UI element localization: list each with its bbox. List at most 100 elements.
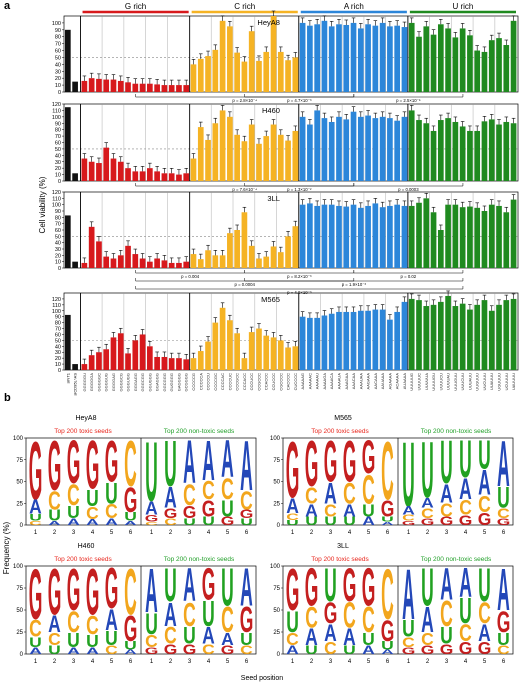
y-tick-label: 80 xyxy=(55,128,61,134)
seed-label: UUUUCU xyxy=(438,373,443,390)
bar xyxy=(387,319,393,370)
logo-letter: G xyxy=(86,557,100,629)
bar xyxy=(343,24,350,92)
logo-letter: U xyxy=(164,559,177,612)
bar xyxy=(205,139,211,181)
bar xyxy=(365,310,371,370)
logo-letter: C xyxy=(67,606,80,639)
logo-letter: G xyxy=(478,509,492,529)
bar xyxy=(510,20,517,92)
pvalue-bracket xyxy=(244,278,464,282)
logo-letter: U xyxy=(67,502,80,522)
bar xyxy=(488,310,495,370)
bar xyxy=(387,26,393,93)
seed-label: AUAAAA xyxy=(402,373,407,390)
position-label: 5 xyxy=(483,659,487,665)
bar xyxy=(212,49,219,92)
logo-letter: U xyxy=(221,496,234,522)
bar xyxy=(205,341,211,370)
seed-label: UAUUUU xyxy=(511,373,516,390)
bar xyxy=(154,171,160,181)
bar xyxy=(357,116,364,181)
logo-letter: G xyxy=(286,557,300,623)
logo-letter: A xyxy=(145,498,158,519)
bar xyxy=(416,120,422,181)
bar xyxy=(219,255,226,268)
y-tick-label: 50 xyxy=(55,55,61,61)
logo-letter: G xyxy=(440,516,454,529)
position-label: 4 xyxy=(91,530,95,536)
seed-label: UUUCUU xyxy=(460,373,465,390)
seed-label: CCCCAC xyxy=(220,373,225,390)
logo-letter: G xyxy=(343,559,357,612)
group-label: G rich xyxy=(125,2,146,11)
position-label: 1 xyxy=(150,530,154,536)
pvalue: p = 2.5×10⁻⁵ xyxy=(396,98,421,103)
logo-letter: A xyxy=(105,516,118,527)
bar xyxy=(154,356,160,370)
bar xyxy=(314,317,320,370)
logo-letter: U xyxy=(343,644,356,658)
seed-label: GAGGGG xyxy=(176,373,181,391)
y-tick-label: 60 xyxy=(55,49,61,55)
logo-letter: G xyxy=(86,427,100,504)
logo-letter: G xyxy=(362,559,376,618)
logo-letter: A xyxy=(440,560,453,610)
bar xyxy=(365,205,371,268)
bar xyxy=(336,205,342,268)
y-tick-label: 75 xyxy=(16,586,23,592)
y-tick-label: 110 xyxy=(52,303,61,309)
control-bar xyxy=(72,81,78,92)
bar xyxy=(343,206,350,268)
logo-letter: U xyxy=(240,629,253,649)
y-tick-label: 80 xyxy=(55,321,61,327)
logo-letter: A xyxy=(362,516,375,529)
logo-letter: A xyxy=(86,645,99,656)
y-tick-label: 100 xyxy=(270,436,281,442)
bar xyxy=(292,130,299,181)
y-tick-label: 50 xyxy=(16,608,23,614)
bar xyxy=(474,304,481,370)
bar xyxy=(147,83,153,92)
bar xyxy=(387,205,393,268)
bar xyxy=(197,58,204,92)
bar xyxy=(416,202,422,268)
logo-letter: U xyxy=(440,427,453,496)
bar xyxy=(379,116,386,181)
y-tick-label: 60 xyxy=(55,228,61,234)
seed-label: UUCUUU xyxy=(482,373,487,390)
position-label: 4 xyxy=(348,530,352,536)
logo-letter: U xyxy=(459,591,472,630)
bar xyxy=(176,174,182,181)
bar xyxy=(445,295,451,370)
position-label: 5 xyxy=(367,659,371,665)
seed-label: UUUUAU xyxy=(446,373,451,390)
logo-letter: C xyxy=(48,486,61,515)
control-bar xyxy=(65,107,71,181)
position-label: 3 xyxy=(188,659,192,665)
bar xyxy=(139,171,146,181)
position-label: 6 xyxy=(386,659,390,665)
logo-letter: U xyxy=(381,639,394,653)
logo-letter: G xyxy=(459,513,473,528)
bar xyxy=(394,25,401,92)
bar xyxy=(197,351,204,370)
position-label: 1 xyxy=(291,530,295,536)
bar xyxy=(197,127,204,181)
logo-letter: A xyxy=(67,516,80,527)
logo-letter: U xyxy=(48,644,61,658)
logo-letter: C xyxy=(164,623,177,649)
bar xyxy=(154,84,160,92)
logo-letter: U xyxy=(145,608,158,641)
bar xyxy=(321,118,328,181)
seed-label: CACCCC xyxy=(286,373,291,390)
bar xyxy=(263,51,270,92)
bar xyxy=(292,346,299,370)
group-headers: G rich C rich A rich U rich xyxy=(82,2,516,14)
pvalue: p = 4.9×10⁻³ xyxy=(287,290,312,295)
logo-letter: U xyxy=(86,485,99,511)
pvalue: p = 7.6×10⁻⁴ xyxy=(232,187,257,192)
position-label: 4 xyxy=(91,659,95,665)
logo-letter: A xyxy=(305,625,318,651)
